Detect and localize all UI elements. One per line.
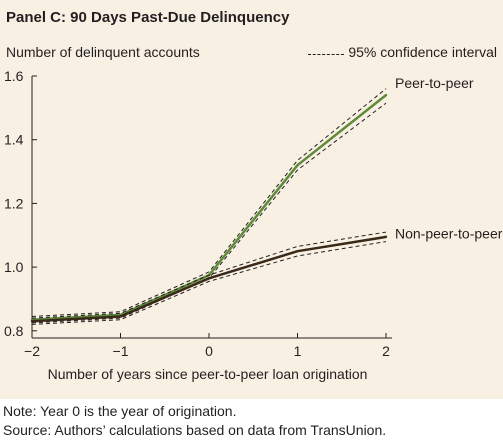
- data-point: [296, 249, 299, 253]
- x-tick-label: 1: [294, 343, 302, 359]
- legend-dashed-line-icon: [308, 53, 345, 55]
- series-label-non-peer-to-peer: Non-peer-to-peer: [395, 225, 503, 241]
- data-point: [30, 320, 34, 323]
- ci-lower-line: [31, 241, 387, 325]
- chart-panel: Panel C: 90 Days Past-Due Delinquency Nu…: [0, 0, 503, 399]
- data-point: [296, 163, 299, 167]
- series-label-peer-to-peer: Peer-to-peer: [395, 75, 474, 91]
- y-tick-label: 1.4: [4, 132, 24, 148]
- chart-title: Panel C: 90 Days Past-Due Delinquency: [6, 9, 290, 26]
- x-tick-label: 0: [205, 343, 213, 359]
- series-line: [31, 94, 387, 321]
- x-tick-label: 2: [382, 343, 390, 359]
- data-point: [384, 235, 388, 239]
- x-tick-label: −1: [113, 343, 129, 359]
- y-axis-label: Number of delinquent accounts: [6, 44, 200, 60]
- y-tick-label: 1.6: [4, 68, 24, 84]
- x-axis-label: Number of years since peer-to-peer loan …: [47, 366, 368, 382]
- x-tick-label: −2: [24, 343, 40, 359]
- axes: 0.8 1.0 1.2 1.4 1.6 −2 −1 0 1 2: [4, 68, 392, 359]
- y-tick-label: 1.0: [4, 259, 24, 275]
- data-point: [384, 93, 388, 97]
- y-tick-label: 1.2: [4, 195, 24, 211]
- ci-upper-line: [31, 231, 387, 319]
- source-text: Source: Authors’ calculations based on d…: [3, 422, 387, 438]
- legend-label: 95% confidence interval: [348, 44, 497, 60]
- data-point: [119, 315, 122, 318]
- data-point: [207, 277, 211, 280]
- series-lines: [30, 88, 388, 325]
- ci-upper-line: [31, 88, 387, 317]
- plot-area: 0.8 1.0 1.2 1.4 1.6 −2 −1 0 1 2 Peer-to-peer Non-p…: [4, 68, 503, 359]
- series-labels: Peer-to-peer Non-peer-to-peer: [395, 75, 503, 241]
- legend: 95% confidence interval: [308, 44, 497, 60]
- note-text: Note: Year 0 is the year of origination.: [3, 403, 237, 419]
- y-tick-label: 0.8: [4, 323, 24, 339]
- notes: Note: Year 0 is the year of origination.…: [0, 399, 503, 446]
